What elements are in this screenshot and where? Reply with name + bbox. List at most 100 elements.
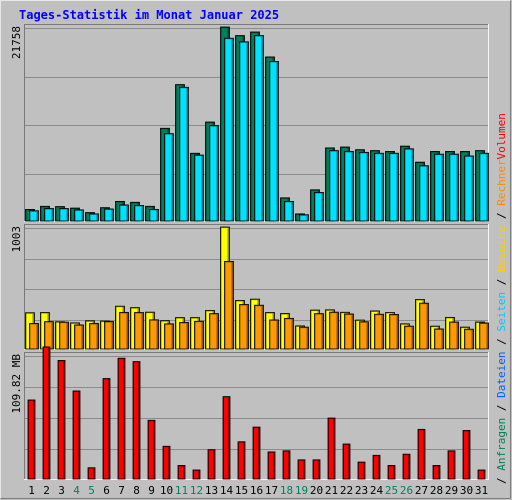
bar-face-besuche-day-28 — [435, 329, 442, 349]
bar-face-dateien-day-2 — [45, 209, 52, 221]
x-tick-label-day-30: 30 — [460, 484, 473, 497]
bar-face-volumen-day-28 — [434, 466, 438, 479]
bar-face-volumen-day-31 — [479, 470, 483, 479]
bar-face-volumen-day-8 — [134, 362, 138, 479]
x-tick-label-day-28: 28 — [430, 484, 443, 497]
bar-face-dateien-day-27 — [420, 166, 427, 221]
bar-face-dateien-day-16 — [255, 36, 262, 221]
bar-face-dateien-day-21 — [330, 151, 337, 221]
x-tick-label-day-3: 3 — [58, 484, 65, 497]
bar-face-dateien-day-5 — [90, 214, 97, 221]
bar-face-volumen-day-19 — [299, 460, 303, 479]
bar-face-dateien-day-12 — [195, 156, 202, 221]
bar-face-dateien-day-28 — [435, 155, 442, 221]
bar-face-besuche-day-9 — [150, 320, 157, 349]
legend-separator: / — [495, 398, 508, 418]
x-tick-label-day-20: 20 — [310, 484, 323, 497]
bar-face-volumen-day-25 — [389, 466, 393, 479]
bar-face-volumen-day-29 — [449, 451, 453, 479]
legend-separator: / — [495, 206, 508, 226]
bar-face-besuche-day-23 — [360, 322, 367, 349]
bar-face-besuche-day-17 — [270, 320, 277, 349]
bar-face-besuche-day-16 — [255, 306, 262, 349]
x-tick-label-day-27: 27 — [415, 484, 428, 497]
bar-face-dateien-day-10 — [165, 134, 172, 221]
legend-volumen: Volumen — [495, 113, 508, 159]
bar-face-volumen-day-23 — [359, 463, 363, 479]
x-tick-label-day-10: 10 — [160, 484, 173, 497]
bar-face-dateien-day-30 — [465, 156, 472, 221]
panel-max-label: 21758 — [10, 26, 23, 59]
x-tick-label-day-17: 17 — [265, 484, 278, 497]
bar-face-dateien-day-14 — [225, 39, 232, 221]
x-tick-label-day-24: 24 — [370, 484, 384, 497]
bar-face-volumen-day-18 — [284, 451, 288, 479]
x-tick-label-day-16: 16 — [250, 484, 263, 497]
bar-face-besuche-day-12 — [195, 322, 202, 349]
bar-face-dateien-day-7 — [120, 205, 127, 221]
bar-face-dateien-day-9 — [150, 210, 157, 221]
bar-face-volumen-day-26 — [404, 455, 408, 479]
bar-face-volumen-day-30 — [464, 431, 468, 479]
x-tick-label-day-25: 25 — [385, 484, 398, 497]
side-legend: / Anfragen / Dateien / Seiten / Besuche … — [495, 113, 508, 484]
x-tick-label-day-22: 22 — [340, 484, 353, 497]
bar-face-volumen-day-1 — [29, 400, 33, 479]
bar-face-volumen-day-20 — [314, 460, 318, 479]
bar-face-volumen-day-21 — [329, 419, 333, 479]
bar-face-dateien-day-18 — [285, 202, 292, 221]
panel-max-label: 109.82 MB — [10, 354, 23, 414]
x-tick-label-day-5: 5 — [88, 484, 95, 497]
bar-face-besuche-day-11 — [180, 323, 187, 349]
bar-face-volumen-day-22 — [344, 444, 348, 479]
bar-face-volumen-day-4 — [74, 391, 78, 479]
x-tick-label-day-2: 2 — [43, 484, 50, 497]
bar-face-volumen-day-14 — [224, 397, 228, 479]
bar-face-dateien-day-4 — [75, 210, 82, 221]
legend-separator: / — [495, 272, 508, 292]
legend-besuche: Besuche — [495, 226, 508, 272]
bar-face-volumen-day-3 — [59, 361, 63, 479]
x-tick-label-day-7: 7 — [118, 484, 125, 497]
bar-face-dateien-day-25 — [390, 154, 397, 221]
bar-face-besuche-day-13 — [210, 314, 217, 349]
bar-face-besuche-day-7 — [120, 313, 127, 349]
bar-face-volumen-day-15 — [239, 442, 243, 479]
x-tick-label-day-14: 14 — [220, 484, 234, 497]
bar-face-volumen-day-13 — [209, 450, 213, 479]
bar-face-volumen-day-27 — [419, 430, 423, 479]
bar-face-volumen-day-16 — [254, 428, 258, 479]
bar-face-besuche-day-22 — [345, 314, 352, 349]
bar-face-besuche-day-31 — [480, 323, 487, 349]
legend-anfragen: Anfragen — [495, 418, 508, 471]
bar-face-dateien-day-3 — [60, 209, 67, 221]
bar-face-besuche-day-4 — [75, 325, 82, 349]
x-tick-label-day-11: 11 — [175, 484, 188, 497]
legend-separator: / — [495, 332, 508, 352]
x-tick-label-day-15: 15 — [235, 484, 248, 497]
x-tick-label-day-23: 23 — [355, 484, 368, 497]
bar-face-volumen-day-10 — [164, 447, 168, 479]
x-tick-label-day-19: 19 — [295, 484, 308, 497]
bar-face-dateien-day-8 — [135, 206, 142, 221]
bar-face-besuche-day-26 — [405, 327, 412, 349]
bar-face-dateien-day-13 — [210, 126, 217, 221]
bar-face-besuche-day-18 — [285, 319, 292, 349]
bar-face-dateien-day-24 — [375, 154, 382, 221]
x-tick-label-day-9: 9 — [148, 484, 155, 497]
bar-face-dateien-day-29 — [450, 155, 457, 221]
bar-face-volumen-day-6 — [104, 379, 108, 479]
bar-face-dateien-day-17 — [270, 62, 277, 221]
legend-seiten: Seiten — [495, 292, 508, 332]
bar-face-dateien-day-22 — [345, 152, 352, 221]
chart-title: Tages-Statistik im Monat Januar 2025 — [19, 8, 280, 22]
x-tick-label-day-12: 12 — [190, 484, 203, 497]
legend-rechner: Rechner — [495, 159, 508, 206]
bar-face-volumen-day-9 — [149, 421, 153, 479]
bar-face-dateien-day-6 — [105, 209, 112, 221]
bar-face-besuche-day-14 — [225, 262, 232, 349]
bar-face-dateien-day-11 — [180, 88, 187, 221]
bar-face-besuche-day-29 — [450, 322, 457, 349]
bar-face-besuche-day-19 — [300, 328, 307, 349]
